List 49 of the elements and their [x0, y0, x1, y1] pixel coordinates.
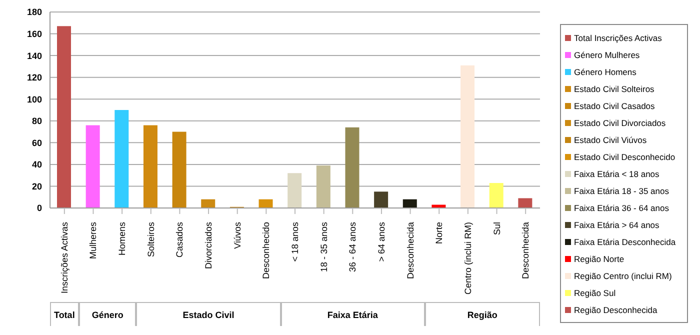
y-tick-label: 120	[26, 72, 42, 83]
x-tick-label: Centro (inclui RM)	[462, 222, 473, 295]
x-tick-label: Homens	[117, 222, 128, 256]
text: Faixa Etária	[327, 310, 378, 320]
y-tick-label: 160	[26, 28, 42, 39]
x-tick-label: 18 - 35 anos	[318, 222, 329, 272]
legend-label: Faixa Etária 36 - 64 anos	[574, 202, 669, 212]
x-tick-label: Desconhecido	[261, 222, 272, 280]
legend-label: Total Inscrições Activas	[574, 32, 662, 42]
legend-label: Região Centro (inclui RM)	[574, 270, 672, 280]
y-tick-label: 40	[32, 160, 42, 170]
x-tick-label: Desconhecida	[520, 222, 531, 280]
x-tick-label: Viúvos	[232, 222, 242, 249]
legend-label: Estado Civil Viúvos	[574, 134, 647, 144]
x-tick-label: Divorciados	[204, 222, 214, 270]
legend-label: Estado Civil Solteiros	[574, 84, 654, 94]
x-tick-label: Mulheres	[88, 222, 98, 260]
legend-label: Estado Civil Casados	[574, 100, 655, 110]
x-tick-label: Solteiros	[146, 222, 156, 258]
text: Género	[92, 310, 124, 320]
legend-label: Região Desconhecida	[574, 304, 658, 314]
text: Região	[467, 310, 498, 320]
legend-label: Faixa Etária Desconhecida	[574, 236, 676, 246]
legend-label: Faixa Etária < 18 anos	[574, 168, 660, 178]
x-tick-label: Desconhecida	[405, 222, 416, 280]
text: Total	[54, 310, 75, 320]
x-tick-label: > 64 anos	[376, 222, 386, 262]
legend-label: Região Norte	[574, 254, 624, 264]
legend-label: Género Mulheres	[574, 50, 640, 60]
y-tick-label: 180	[26, 7, 42, 18]
x-tick-label: Inscrições Activas	[59, 222, 70, 294]
legend-label: Região Sul	[574, 288, 616, 298]
y-tick-label: 100	[26, 94, 42, 104]
x-tick-label: Norte	[434, 222, 444, 244]
x-tick-label: < 18 anos	[290, 222, 300, 262]
x-tick-label: Sul	[492, 222, 502, 236]
y-tick-label: 0	[36, 203, 42, 214]
x-tick-label: 36 - 64 anos	[348, 222, 358, 272]
legend-label: Estado Civil Desconhecido	[574, 152, 676, 162]
x-tick-label: Casados	[174, 222, 185, 258]
legend-label: Faixa Etária > 64 anos	[574, 220, 660, 230]
legend-label: Género Homens	[574, 66, 636, 76]
legend-label: Faixa Etária 18 - 35 anos	[574, 186, 669, 196]
y-tick-label: 80	[32, 116, 42, 126]
y-tick-label: 60	[32, 138, 42, 148]
legend-label: Estado Civil Divorciados	[574, 118, 666, 128]
y-tick-label: 20	[32, 181, 42, 192]
y-tick-label: 140	[26, 50, 42, 61]
text: Estado Civil	[182, 310, 234, 320]
